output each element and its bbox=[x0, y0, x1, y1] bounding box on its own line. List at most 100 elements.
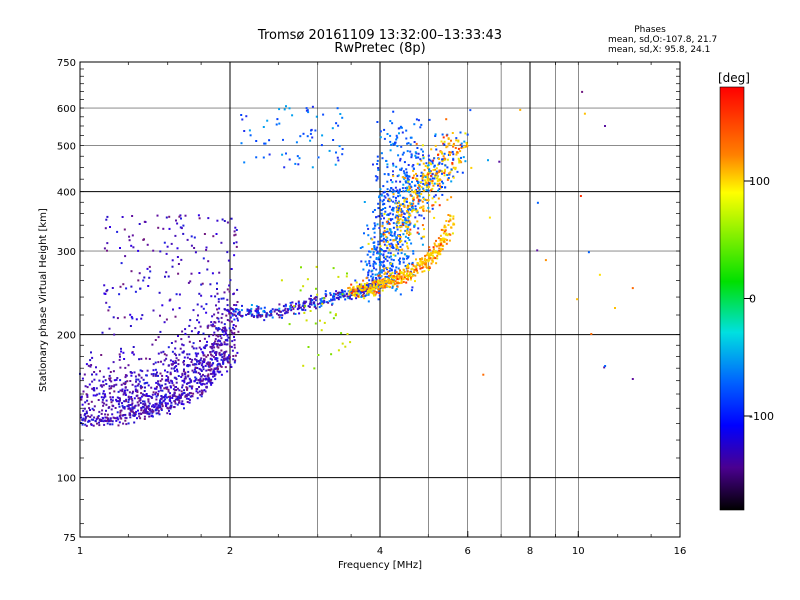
o-trace-point bbox=[138, 399, 141, 402]
o-trace-point bbox=[214, 338, 217, 341]
o-trace-point bbox=[127, 395, 130, 398]
o-trace-point bbox=[146, 381, 149, 384]
o-trace-point bbox=[236, 317, 239, 320]
o-trace-point bbox=[358, 283, 361, 286]
x-trace-point bbox=[413, 271, 416, 273]
o-trace-point bbox=[356, 287, 359, 290]
o-trace-point bbox=[175, 378, 178, 381]
x-trace-point bbox=[441, 160, 444, 163]
o-trace-point bbox=[184, 375, 187, 378]
o-trace-point bbox=[203, 383, 206, 386]
x-trace-point bbox=[357, 285, 360, 287]
o-trace-point bbox=[170, 404, 173, 407]
o-trace-point bbox=[105, 218, 108, 221]
x-trace-point bbox=[446, 166, 449, 169]
o-trace-point bbox=[390, 246, 393, 249]
x-trace-point bbox=[407, 216, 410, 219]
o-trace-point bbox=[154, 393, 157, 396]
o-trace-point bbox=[233, 361, 236, 364]
x-trace-point bbox=[451, 163, 454, 166]
x-trace-point bbox=[420, 237, 423, 240]
o-trace-point bbox=[157, 361, 160, 364]
o-trace-point bbox=[367, 286, 369, 289]
x-trace-point bbox=[444, 168, 446, 171]
o-trace-point bbox=[226, 221, 229, 224]
o-trace-point bbox=[191, 345, 194, 348]
o-trace-point bbox=[421, 243, 424, 246]
o-trace-point bbox=[320, 302, 322, 305]
o-trace-point bbox=[220, 316, 223, 319]
o-trace-point bbox=[314, 296, 317, 299]
o-trace-point bbox=[390, 199, 392, 202]
o-trace-point bbox=[393, 232, 396, 235]
o-trace-point bbox=[175, 357, 178, 360]
x-trace-point bbox=[444, 164, 447, 167]
x-trace-point bbox=[306, 278, 309, 281]
x-trace-point bbox=[433, 177, 436, 180]
x-trace-point bbox=[441, 244, 444, 247]
o-trace-point bbox=[417, 156, 420, 159]
o-trace-point bbox=[183, 360, 185, 362]
o-trace-point bbox=[324, 290, 327, 293]
x-trace-point bbox=[405, 277, 408, 280]
x-trace-point bbox=[445, 118, 448, 121]
x-trace-point bbox=[406, 270, 409, 273]
o-trace-point bbox=[378, 227, 381, 229]
o-trace-point bbox=[143, 418, 146, 420]
o-trace-point bbox=[93, 405, 96, 408]
o-trace-point bbox=[104, 419, 107, 422]
o-trace-point bbox=[101, 416, 104, 419]
o-trace-point bbox=[392, 143, 395, 146]
x-trace-point bbox=[387, 218, 390, 221]
o-trace-point bbox=[303, 306, 306, 309]
x-trace-point bbox=[431, 160, 434, 163]
x-trace-point bbox=[464, 160, 467, 163]
o-trace-point bbox=[190, 272, 193, 275]
o-trace-point bbox=[141, 393, 144, 396]
o-trace-point bbox=[127, 401, 130, 404]
o-trace-point bbox=[168, 406, 171, 409]
x-trace-point bbox=[377, 274, 380, 277]
x-trace-point bbox=[404, 240, 407, 243]
o-trace-point bbox=[400, 252, 403, 255]
o-trace-point bbox=[189, 319, 192, 322]
o-trace-point bbox=[158, 404, 161, 407]
x-trace-point bbox=[422, 207, 425, 210]
o-trace-point bbox=[263, 142, 266, 145]
o-trace-point bbox=[118, 400, 121, 403]
x-trace-point bbox=[399, 269, 401, 272]
o-trace-point bbox=[391, 181, 394, 184]
o-trace-point bbox=[376, 177, 379, 180]
o-trace-point bbox=[285, 311, 288, 314]
o-trace-point bbox=[230, 312, 232, 315]
o-trace-point bbox=[178, 401, 180, 404]
o-trace-point bbox=[144, 404, 147, 407]
x-trace-point bbox=[362, 289, 365, 292]
o-trace-point bbox=[127, 407, 130, 410]
x-trace-point bbox=[436, 172, 439, 175]
o-trace-point bbox=[223, 355, 226, 358]
o-trace-point bbox=[343, 290, 346, 293]
o-trace-point bbox=[373, 227, 376, 230]
x-trace-point bbox=[439, 179, 442, 182]
x-trace-point bbox=[417, 200, 420, 203]
o-trace-point bbox=[335, 122, 338, 125]
x-trace-point bbox=[399, 215, 402, 218]
o-trace-point bbox=[405, 222, 408, 225]
x-trace-point bbox=[439, 253, 442, 256]
o-trace-point bbox=[407, 178, 410, 181]
o-trace-point bbox=[213, 313, 216, 316]
x-trace-point bbox=[428, 182, 431, 185]
x-trace-point bbox=[413, 208, 416, 211]
o-trace-point bbox=[306, 135, 309, 138]
x-trace-point bbox=[429, 172, 432, 174]
o-trace-point bbox=[85, 410, 88, 413]
x-trace-point bbox=[419, 263, 421, 266]
o-trace-point bbox=[229, 345, 232, 348]
o-trace-point bbox=[170, 401, 173, 404]
o-trace-point bbox=[87, 364, 90, 367]
x-trace-point bbox=[444, 226, 447, 229]
x-trace-point bbox=[420, 214, 423, 217]
o-trace-point bbox=[176, 395, 179, 398]
o-trace-point bbox=[232, 293, 235, 296]
